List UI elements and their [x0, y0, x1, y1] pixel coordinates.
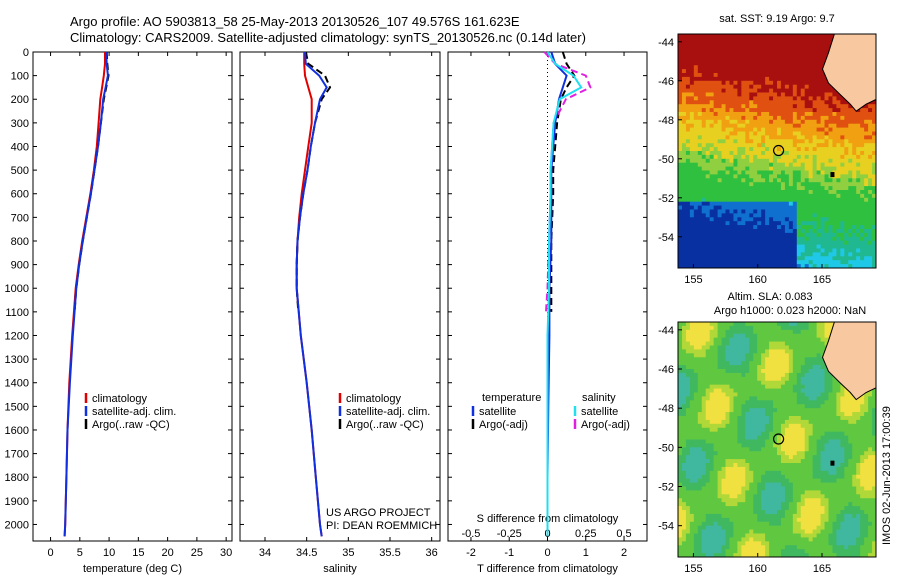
argo-location-marker [772, 144, 785, 157]
sla_map-lat-label: -48 [658, 403, 674, 415]
pi-annotation: PI: DEAN ROEMMICH [326, 520, 437, 532]
depth-tick-label: 600 [11, 189, 29, 201]
sla-map-subtitle: Argo h1000: 0.023 h2000: NaN [714, 305, 866, 317]
depth-tick-label: 0 [23, 47, 29, 59]
sla_map-lat-label: -46 [658, 364, 674, 376]
argo-location-marker [772, 433, 785, 445]
temperature-axis-tick-label: 5 [77, 547, 83, 559]
sst_map-lon-label: 155 [684, 274, 702, 286]
depth-tick-label: 2000 [5, 519, 29, 531]
depth-tick-label: 700 [11, 212, 29, 224]
depth-tick-label: 500 [11, 165, 29, 177]
salinity-axis-tick-label: 35.5 [379, 547, 400, 559]
temperature-axis-tick-label: 10 [103, 547, 115, 559]
sla_map-lat-label: -44 [658, 325, 674, 337]
sst_map-lat-label: -48 [658, 115, 674, 127]
sst_map-frame [677, 33, 877, 269]
sdiff-tick-label: -0.25 [497, 528, 522, 540]
sal-satellite-line [295, 51, 328, 537]
imos-timestamp: IMOS 02-Jun-2013 17:00:39 [881, 406, 893, 545]
sla_map-lat-label: -54 [658, 521, 674, 533]
climatology-subtitle: Climatology: CARS2009. Satellite-adjuste… [70, 30, 586, 45]
depth-tick-label: 1300 [5, 354, 29, 366]
sla_map-lat-label: -52 [658, 482, 674, 494]
depth-tick-label: 100 [11, 71, 29, 83]
depth-tick-label: 1500 [5, 401, 29, 413]
tdiff-axis-tick-label: -1 [504, 547, 514, 559]
temp-satellite-line [63, 51, 109, 537]
sdiff-tick-label: 0.25 [575, 528, 596, 540]
tdiff-axis-tick-label: 2 [621, 547, 627, 559]
sla_map-lon-label: 160 [749, 563, 767, 575]
temperature-axis-tick-label: 15 [132, 547, 144, 559]
salinity-panel-frame [239, 51, 441, 542]
sdiff-legend-label: satellite [581, 406, 618, 418]
depth-tick-label: 1600 [5, 425, 29, 437]
depth-tick-label: 1700 [5, 449, 29, 461]
sst_map-lat-label: -50 [658, 154, 674, 166]
sst_map-lat-label: -54 [658, 232, 674, 244]
sla_map-lon-label: 165 [813, 563, 831, 575]
sst_map-lat-label: -44 [658, 37, 674, 49]
temperature-axis-tick-label: 20 [161, 547, 173, 559]
salinity-legend-label: Argo(..raw -QC) [346, 419, 424, 431]
depth-tick-label: 1800 [5, 472, 29, 484]
tdiff-legend-label: satellite [479, 406, 516, 418]
sst_map-lon-label: 160 [749, 274, 767, 286]
depth-tick-label: 1400 [5, 378, 29, 390]
depth-tick-label: 200 [11, 94, 29, 106]
island-icon [830, 172, 835, 178]
depth-tick-label: 1900 [5, 496, 29, 508]
depth-tick-label: 300 [11, 118, 29, 130]
tdiff-axis-tick-label: -2 [466, 547, 476, 559]
depth-tick-label: 400 [11, 141, 29, 153]
sla_map-lat-label: -50 [658, 442, 674, 454]
depth-tick-label: 1200 [5, 330, 29, 342]
sst_map-lon-label: 165 [813, 274, 831, 286]
temperature-legend-label: climatology [92, 393, 148, 405]
sdiff-tick-label: -0.5 [461, 528, 480, 540]
tdiff-axis-tick-label: 0 [544, 547, 550, 559]
sdiff-satellite-line [546, 51, 583, 537]
temperature-xlabel: temperature (deg C) [83, 563, 182, 575]
temperature-axis-tick-label: 30 [220, 547, 232, 559]
salinity-axis-tick-label: 34 [259, 547, 271, 559]
sdiff-tick-label: 0.5 [616, 528, 631, 540]
temperature-legend-label: satellite-adj. clim. [92, 406, 176, 418]
sla_map-lon-label: 155 [684, 563, 702, 575]
temperature-legend-title: temperature [482, 392, 541, 404]
temperature-axis-tick-label: 0 [47, 547, 53, 559]
salinity-legend-label: satellite-adj. clim. [346, 406, 430, 418]
temperature-axis-tick-label: 25 [191, 547, 203, 559]
sst-map-title: sat. SST: 9.19 Argo: 9.7 [719, 13, 835, 25]
salinity-legend-title: salinity [582, 392, 616, 404]
sla_map-frame [677, 321, 877, 558]
sst_map-lat-label: -46 [658, 76, 674, 88]
depth-tick-label: 900 [11, 260, 29, 272]
tdiff-xlabel: T difference from climatology [477, 563, 618, 575]
tdiff-legend-label: Argo(-adj) [479, 419, 528, 431]
sla-map-title: Altim. SLA: 0.083 [728, 291, 813, 303]
sst_map-cells [678, 34, 877, 269]
project-annotation: US ARGO PROJECT [326, 507, 431, 519]
salinity-axis-tick-label: 36 [426, 547, 438, 559]
tdiff-axis-tick-label: 1 [583, 547, 589, 559]
temperature-legend-label: Argo(..raw -QC) [92, 419, 170, 431]
depth-tick-label: 800 [11, 236, 29, 248]
salinity-axis-tick-label: 34.5 [296, 547, 317, 559]
profile-title: Argo profile: AO 5903813_58 25-May-2013 … [70, 14, 520, 29]
temperature-panel-frame [32, 51, 233, 542]
sdiff-legend-label: Argo(-adj) [581, 419, 630, 431]
island-icon [830, 460, 835, 466]
salinity-legend-label: climatology [346, 393, 402, 405]
depth-tick-label: 1100 [5, 307, 29, 319]
salinity-xlabel: salinity [323, 563, 357, 575]
depth-tick-label: 1000 [5, 283, 29, 295]
sst_map-lat-label: -52 [658, 193, 674, 205]
salinity-axis-tick-label: 35 [342, 547, 354, 559]
